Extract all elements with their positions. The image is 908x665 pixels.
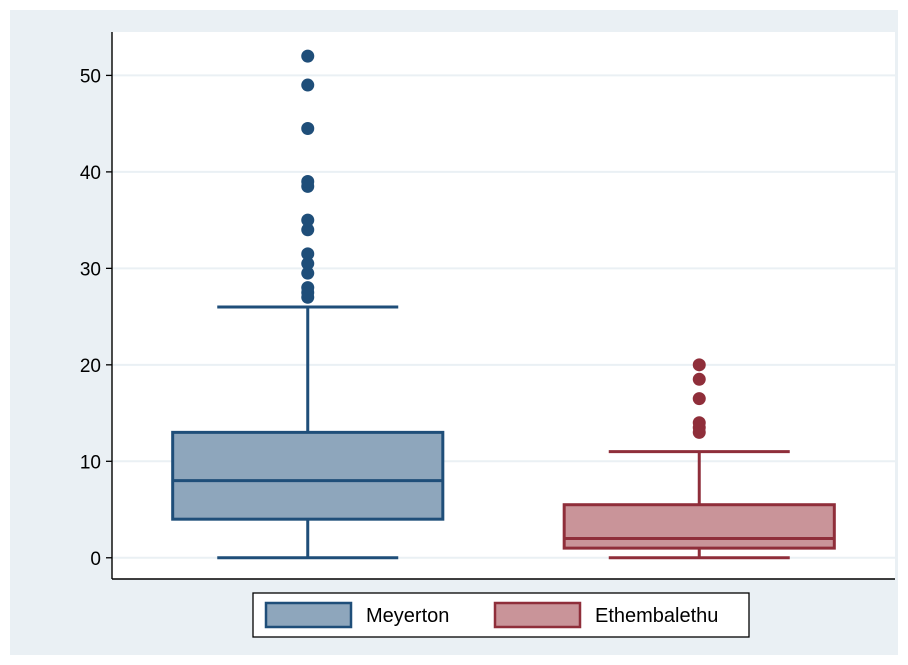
outlier-point — [301, 223, 315, 237]
outlier-point — [301, 175, 315, 189]
box-group — [171, 49, 445, 560]
y-tick-label: 30 — [80, 259, 101, 280]
box-group — [562, 358, 836, 560]
y-tick-label: 0 — [90, 549, 101, 570]
outlier-point — [301, 213, 315, 227]
outlier-point — [301, 257, 315, 271]
outlier-point — [692, 372, 706, 386]
y-tick-label: 10 — [80, 452, 101, 473]
outlier-point — [301, 247, 315, 261]
y-axis: 0 10 20 30 40 50 — [80, 32, 895, 580]
legend: Meyerton Ethembalethu — [252, 592, 750, 638]
y-tick-label: 20 — [80, 356, 101, 377]
outlier-point — [692, 416, 706, 430]
y-tick-label: 50 — [80, 66, 101, 87]
box-series — [171, 49, 836, 560]
iqr-box — [171, 430, 445, 521]
outlier-point — [301, 78, 315, 92]
outlier-point — [301, 121, 315, 135]
y-tick-label: 40 — [80, 163, 101, 184]
outlier-point — [301, 266, 315, 280]
outlier-point — [301, 49, 315, 63]
legend-label: Ethembalethu — [595, 605, 718, 627]
iqr-box — [562, 503, 836, 550]
legend-key — [493, 601, 582, 629]
outlier-point — [692, 392, 706, 406]
legend-key — [264, 601, 353, 629]
legend-label: Meyerton — [366, 605, 449, 627]
outlier-point — [301, 281, 315, 295]
outlier-point — [692, 358, 706, 372]
